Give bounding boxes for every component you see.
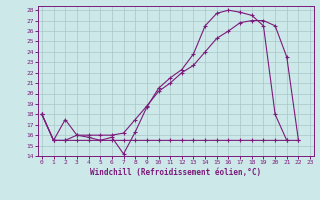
X-axis label: Windchill (Refroidissement éolien,°C): Windchill (Refroidissement éolien,°C) [91, 168, 261, 177]
